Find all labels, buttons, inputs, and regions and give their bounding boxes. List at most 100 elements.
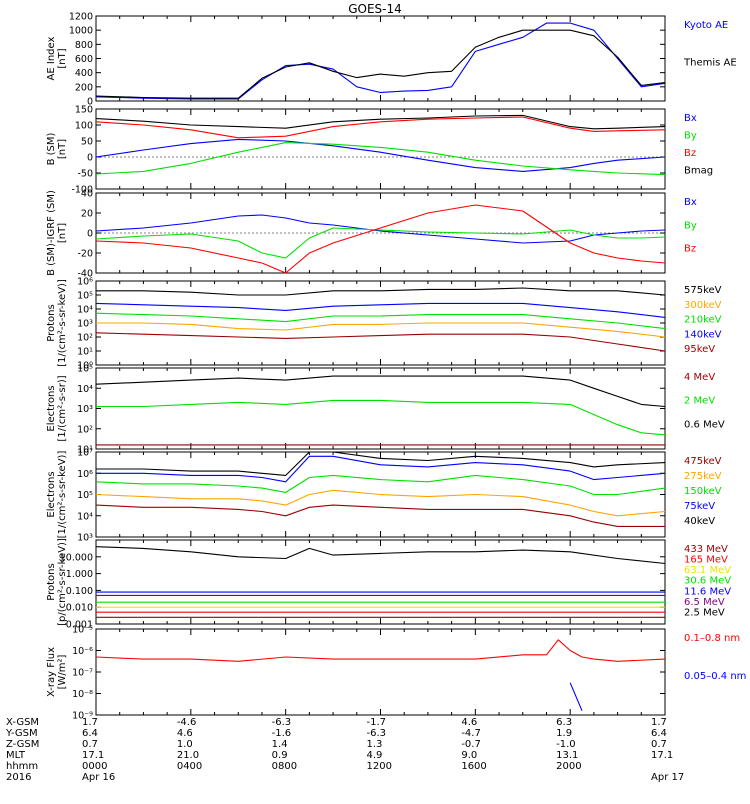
series-line-0-6-mev xyxy=(95,375,666,408)
panel-electrons_mev: 10¹ 10² 10³ 10⁴ 10⁵ Electrons [1/(cm²-s-sr)] 4 … xyxy=(46,364,725,456)
panel-frame xyxy=(95,108,666,190)
y-tick-label: 0 xyxy=(87,97,93,108)
legend-bx: Bx xyxy=(684,197,697,208)
plot-title: GOES-14 xyxy=(348,2,402,16)
legend-0-1-0-8-nm: 0.1–0.8 nm xyxy=(684,633,740,644)
y-tick-label: 10⁴ xyxy=(77,511,93,522)
y-axis-label: Protons xyxy=(46,563,57,600)
y-tick-label: 10⁵ xyxy=(77,364,93,375)
series-line-95kev xyxy=(95,332,666,352)
y-tick-label: 10³ xyxy=(77,319,93,330)
series-line-2-5-mev xyxy=(95,546,666,565)
y-tick-label: 10² xyxy=(77,424,93,435)
y-tick-label: 1.000 xyxy=(66,569,93,580)
legend-0-05-0-4-nm: 0.05–0.4 nm xyxy=(684,671,746,682)
y-tick-label: 10⁻⁹ xyxy=(72,711,93,722)
y-tick-label: -50 xyxy=(77,169,93,180)
panel-electrons_kev: 10³ 10⁴ 10⁵ 10⁶ 10⁷ Electrons [1/(cm²-s-sr-keV… xyxy=(46,448,722,544)
y-tick-label: 1000 xyxy=(69,26,93,37)
y-tick-label: 0.001 xyxy=(66,620,93,631)
series-line-bmag xyxy=(95,114,666,130)
y-tick-label: 1200 xyxy=(69,12,93,23)
panel-frame xyxy=(95,15,666,102)
y-axis-label: Protons xyxy=(46,304,57,341)
y-tick-label: 10³ xyxy=(77,404,93,415)
series-line-bx xyxy=(95,214,666,244)
y-tick-label: 0.010 xyxy=(66,603,93,614)
y-tick-label: 10⁻⁷ xyxy=(72,668,93,679)
series-line-140kev xyxy=(95,302,666,318)
y-tick-label: 10.000 xyxy=(60,552,93,563)
legend-150kev: 150keV xyxy=(684,486,722,497)
y-tick-label: 600 xyxy=(75,54,93,65)
series-line-bz xyxy=(95,204,666,274)
y-tick-label: -40 xyxy=(77,269,93,280)
y-tick-label: 0.100 xyxy=(66,586,93,597)
panel-protons_kev: 10⁰ 10¹ 10² 10³ 10⁴ 10⁵ 10⁶ Protons [1/(cm²-s-sr… xyxy=(46,277,722,372)
series-line-0-05-0-4-nm xyxy=(569,682,583,711)
panel-frame xyxy=(95,628,666,716)
series-line-40kev xyxy=(96,451,666,476)
y-tick-label: 100 xyxy=(75,121,93,132)
series-line-2-mev xyxy=(96,399,666,436)
series-line-475kev xyxy=(95,504,665,527)
series-line-575kev xyxy=(96,287,666,296)
series-line-bx xyxy=(95,138,666,172)
y-axis-label: [p/(cm²-s-sr-keV)] xyxy=(57,538,68,626)
legend-11-6-mev: 11.6 MeV xyxy=(684,586,731,597)
y-axis-label: [1/(cm²-s-sr-keV)] xyxy=(57,451,68,539)
legend-2-mev: 2 MeV xyxy=(684,396,715,407)
legend-2-5-mev: 2.5 MeV xyxy=(684,607,725,618)
y-axis-label: [1/(cm²-s-sr)] xyxy=(57,375,68,441)
legend-300kev: 300keV xyxy=(684,300,722,311)
series-line-210kev xyxy=(95,312,666,330)
panel-bdiff: -40 -20 0 20 40 B (SM)-IGRF (SM) [nT] Bx By Bz xyxy=(46,189,697,280)
legend-bx: Bx xyxy=(684,113,697,124)
y-tick-label: -100 xyxy=(71,185,93,196)
legend-by: By xyxy=(684,220,697,231)
y-axis-label: B (SM) xyxy=(46,132,57,165)
panel-xray: 10⁻⁹ 10⁻⁸ 10⁻⁷ 10⁻⁶ 10⁻⁵ X-ray Flux [W/m²] 0.1–… xyxy=(46,625,746,722)
legend-275kev: 275keV xyxy=(684,471,722,482)
series-line-by xyxy=(95,142,666,176)
y-tick-label: 10⁵ xyxy=(77,490,93,501)
y-axis-label: [nT] xyxy=(57,223,68,243)
series-line-275kev xyxy=(95,489,666,517)
legend-210kev: 210keV xyxy=(684,315,722,326)
legend-bmag: Bmag xyxy=(684,166,713,177)
y-tick-label: 10⁻⁶ xyxy=(72,646,93,657)
y-tick-label: 0 xyxy=(87,229,93,240)
y-tick-label: 10¹ xyxy=(77,347,93,358)
legend-140kev: 140keV xyxy=(684,329,722,340)
y-tick-label: 10⁴ xyxy=(77,305,93,316)
y-tick-label: 10⁻⁵ xyxy=(72,625,93,636)
y-tick-label: 10⁶ xyxy=(77,277,93,288)
y-tick-label: 10⁴ xyxy=(77,384,93,395)
y-tick-label: -20 xyxy=(77,249,93,260)
y-axis-label: B (SM)-IGRF (SM) xyxy=(46,190,57,276)
legend-475kev: 475keV xyxy=(684,456,722,467)
legend-4-mev: 4 MeV xyxy=(684,372,715,383)
y-tick-label: 10⁰ xyxy=(77,361,93,372)
legend-40kev: 40keV xyxy=(684,516,715,527)
y-tick-label: 10² xyxy=(77,333,93,344)
legend-165-mev: 165 MeV xyxy=(684,555,728,566)
series-line-300kev xyxy=(96,322,666,338)
y-tick-label: 10¹ xyxy=(77,445,93,456)
legend-433-mev: 433 MeV xyxy=(684,544,728,555)
y-tick-label: 40 xyxy=(81,189,93,200)
legend-575kev: 575keV xyxy=(684,285,722,296)
legend-kyoto-ae: Kyoto AE xyxy=(684,20,728,31)
legend-75kev: 75keV xyxy=(684,501,715,512)
legend-95kev: 95keV xyxy=(684,344,715,355)
y-tick-label: 150 xyxy=(75,105,93,116)
legend-by: By xyxy=(684,131,697,142)
y-axis-label: Electrons xyxy=(46,385,57,431)
series-line-75kev xyxy=(96,455,666,483)
legend-6-5-mev: 6.5 MeV xyxy=(684,597,725,608)
legend-30-6-mev: 30.6 MeV xyxy=(684,576,731,587)
panel-ae: 0 200 400 600 800 1000 1200 AE Index [nT] Kyoto A… xyxy=(46,12,737,108)
